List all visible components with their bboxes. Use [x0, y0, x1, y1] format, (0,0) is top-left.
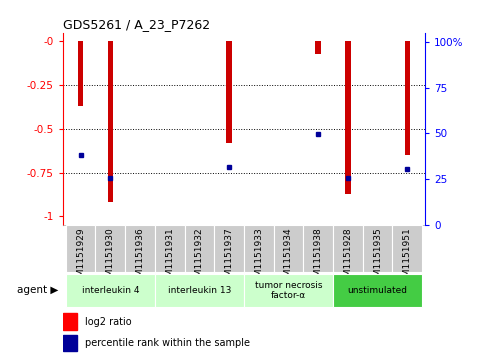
Bar: [78, 41, 83, 106]
Bar: [244, 225, 273, 272]
Bar: [66, 274, 155, 307]
Bar: [63, 313, 77, 330]
Text: GSM1151936: GSM1151936: [136, 227, 144, 288]
Bar: [96, 225, 125, 272]
Bar: [227, 41, 232, 143]
Bar: [333, 225, 363, 272]
Text: GSM1151935: GSM1151935: [373, 227, 382, 288]
Text: GSM1151938: GSM1151938: [313, 227, 323, 288]
Bar: [108, 41, 113, 202]
Bar: [63, 335, 77, 351]
Bar: [244, 274, 333, 307]
Text: tumor necrosis
factor-α: tumor necrosis factor-α: [255, 281, 322, 300]
Text: GSM1151930: GSM1151930: [106, 227, 115, 288]
Bar: [155, 225, 185, 272]
Text: percentile rank within the sample: percentile rank within the sample: [85, 338, 250, 348]
Text: GSM1151934: GSM1151934: [284, 227, 293, 288]
Bar: [363, 225, 392, 272]
Text: GSM1151928: GSM1151928: [343, 227, 352, 288]
Bar: [392, 225, 422, 272]
Text: GSM1151951: GSM1151951: [403, 227, 412, 288]
Text: GSM1151929: GSM1151929: [76, 227, 85, 288]
Bar: [303, 225, 333, 272]
Bar: [66, 225, 96, 272]
Bar: [273, 225, 303, 272]
Bar: [185, 225, 214, 272]
Bar: [345, 41, 351, 193]
Text: GSM1151932: GSM1151932: [195, 227, 204, 288]
Bar: [214, 225, 244, 272]
Bar: [155, 274, 244, 307]
Text: interleukin 13: interleukin 13: [168, 286, 231, 295]
Bar: [333, 274, 422, 307]
Text: unstimulated: unstimulated: [348, 286, 408, 295]
Text: GSM1151937: GSM1151937: [225, 227, 234, 288]
Text: agent ▶: agent ▶: [16, 285, 58, 295]
Text: interleukin 4: interleukin 4: [82, 286, 139, 295]
Text: GSM1151931: GSM1151931: [165, 227, 174, 288]
Bar: [315, 41, 321, 54]
Bar: [405, 41, 410, 155]
Text: GDS5261 / A_23_P7262: GDS5261 / A_23_P7262: [63, 19, 210, 32]
Text: log2 ratio: log2 ratio: [85, 317, 131, 327]
Bar: [125, 225, 155, 272]
Text: GSM1151933: GSM1151933: [254, 227, 263, 288]
